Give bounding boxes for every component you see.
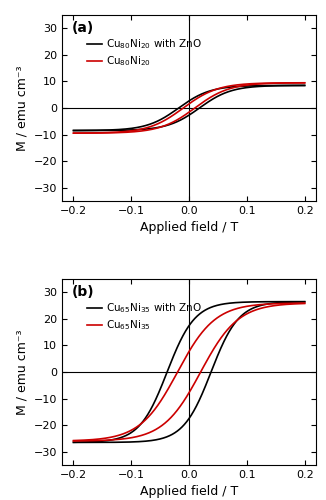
Y-axis label: M / emu cm⁻³: M / emu cm⁻³ — [15, 330, 28, 415]
Cu$_{80}$Ni$_{20}$ — [165, 116, 169, 122]
Cu$_{65}$Ni$_{35}$ — [256, 302, 260, 308]
Text: (b): (b) — [72, 284, 95, 298]
Cu$_{80}$Ni$_{20}$ with ZnO — [71, 128, 75, 134]
Legend: Cu$_{65}$Ni$_{35}$ with ZnO, Cu$_{65}$Ni$_{35}$: Cu$_{65}$Ni$_{35}$ with ZnO, Cu$_{65}$Ni… — [82, 298, 206, 337]
Cu$_{65}$Ni$_{35}$ with ZnO — [256, 299, 260, 305]
Y-axis label: M / emu cm⁻³: M / emu cm⁻³ — [15, 65, 28, 150]
Cu$_{65}$Ni$_{35}$ with ZnO — [230, 300, 234, 306]
Cu$_{65}$Ni$_{35}$ — [230, 307, 234, 313]
Cu$_{80}$Ni$_{20}$ with ZnO — [256, 82, 260, 88]
Text: (a): (a) — [72, 20, 94, 34]
Line: Cu$_{80}$Ni$_{20}$ with ZnO: Cu$_{80}$Ni$_{20}$ with ZnO — [73, 86, 305, 130]
Cu$_{65}$Ni$_{35}$ — [252, 302, 256, 308]
Cu$_{80}$Ni$_{20}$ — [71, 130, 75, 136]
X-axis label: Applied field / T: Applied field / T — [140, 222, 238, 234]
Cu$_{65}$Ni$_{35}$ with ZnO — [165, 370, 169, 376]
Cu$_{80}$Ni$_{20}$ — [256, 80, 260, 86]
X-axis label: Applied field / T: Applied field / T — [140, 486, 238, 498]
Cu$_{80}$Ni$_{20}$ with ZnO — [252, 83, 256, 89]
Cu$_{65}$Ni$_{35}$ — [173, 373, 177, 379]
Cu$_{80}$Ni$_{20}$ — [95, 130, 99, 136]
Cu$_{80}$Ni$_{20}$ with ZnO — [230, 84, 234, 90]
Line: Cu$_{65}$Ni$_{35}$ with ZnO: Cu$_{65}$Ni$_{35}$ with ZnO — [73, 302, 305, 442]
Cu$_{65}$Ni$_{35}$ with ZnO — [252, 299, 256, 305]
Cu$_{65}$Ni$_{35}$ — [95, 436, 99, 442]
Cu$_{80}$Ni$_{20}$ — [173, 110, 177, 116]
Cu$_{80}$Ni$_{20}$ with ZnO — [303, 82, 307, 88]
Line: Cu$_{80}$Ni$_{20}$: Cu$_{80}$Ni$_{20}$ — [73, 83, 305, 133]
Cu$_{65}$Ni$_{35}$ with ZnO — [303, 298, 307, 304]
Cu$_{80}$Ni$_{20}$ — [230, 82, 234, 88]
Cu$_{65}$Ni$_{35}$ — [303, 300, 307, 306]
Cu$_{65}$Ni$_{35}$ — [165, 388, 169, 394]
Line: Cu$_{65}$Ni$_{35}$: Cu$_{65}$Ni$_{35}$ — [73, 303, 305, 440]
Cu$_{65}$Ni$_{35}$ — [71, 438, 75, 444]
Cu$_{80}$Ni$_{20}$ with ZnO — [173, 108, 177, 114]
Legend: Cu$_{80}$Ni$_{20}$ with ZnO, Cu$_{80}$Ni$_{20}$: Cu$_{80}$Ni$_{20}$ with ZnO, Cu$_{80}$Ni… — [82, 33, 206, 72]
Cu$_{65}$Ni$_{35}$ with ZnO — [95, 438, 99, 444]
Cu$_{80}$Ni$_{20}$ — [303, 80, 307, 86]
Cu$_{80}$Ni$_{20}$ — [252, 80, 256, 86]
Cu$_{80}$Ni$_{20}$ with ZnO — [95, 128, 99, 134]
Cu$_{65}$Ni$_{35}$ with ZnO — [173, 349, 177, 355]
Cu$_{80}$Ni$_{20}$ with ZnO — [165, 113, 169, 119]
Cu$_{65}$Ni$_{35}$ with ZnO — [71, 440, 75, 446]
